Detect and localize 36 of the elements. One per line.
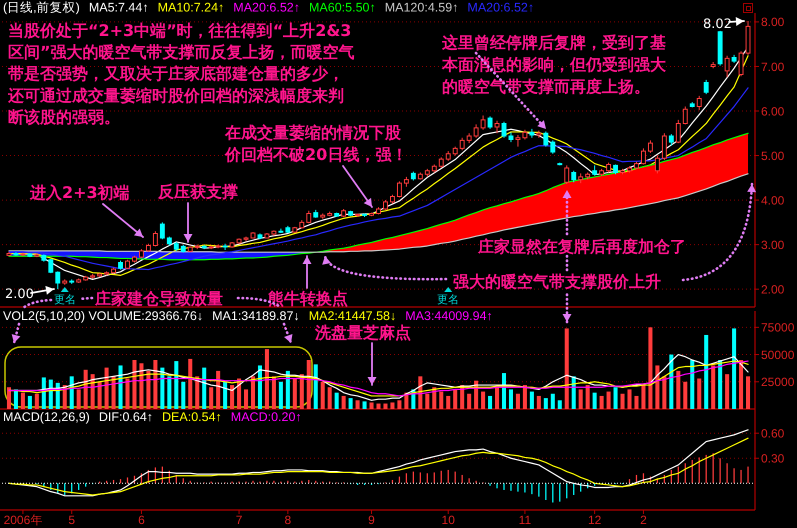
annotation: 庄家建仓导致放量 [94,289,223,308]
x-tick-label: 7 [236,513,243,527]
y-tick-label: 0.60 [761,426,785,441]
header: MACD(12,26,9) DIF:0.64↑ DEA:0.54↑ MACD:0.20↑ [3,410,302,424]
x-tick-label: 5 [68,513,76,527]
y-tick-label: 6.00 [761,104,785,118]
y-tick-label: 7.00 [761,60,785,74]
header: VOL2(5,10,20) VOLUME:29366.76↓ MA1:34189.87↓ MA2:41447.58↓ MA3:44009.94↑ [3,309,493,323]
x-tick-label: 2006年 [4,513,42,527]
x-tick-label: 2 [640,513,648,527]
annotation: 庄家显然在复牌后再度加仓了 [477,237,686,256]
annotation: 强大的暖空气带支撑股价上升 [453,272,661,291]
x-tick-label: 10 [442,513,456,527]
y-tick-label: 0.30 [761,452,785,466]
annotation: 进入2+3初端 [29,183,130,202]
annotation: 反压获支撑 [157,182,238,201]
x-tick-label: 9 [368,513,376,527]
x-tick-label: 12 [588,513,602,527]
annotation: 洗盘量芝麻点 [314,323,411,342]
y-tick-label: 25000 [761,375,795,390]
header: (日线,前复权) MA5:7.44↑ MA10:7.24↑ MA20:6.52↑ MA60:5.50↑ MA120:4.59↑ MA20:6.52↑ [3,0,534,14]
annotation: 更名 [54,293,76,306]
y-tick-label: 5.00 [761,148,785,163]
y-tick-label: 75000 [761,320,795,335]
y-tick-label: 8.00 [761,15,785,30]
x-tick-label: 6 [138,513,146,527]
annotation: 在成交量萎缩的情况下股价回档不破20日线，强！ [224,123,408,164]
x-tick-label: 11 [518,513,532,527]
y-tick-label: 4.00 [761,193,785,208]
annotation: 2.00 [5,287,34,302]
y-tick-label: 3.00 [761,238,785,252]
x-tick-label: 8 [284,513,292,527]
annotation: 更名 [437,293,460,306]
annotation: 8.02 [703,17,732,32]
y-tick-label: 2.00 [761,282,785,296]
y-tick-label: 50000 [761,348,795,362]
